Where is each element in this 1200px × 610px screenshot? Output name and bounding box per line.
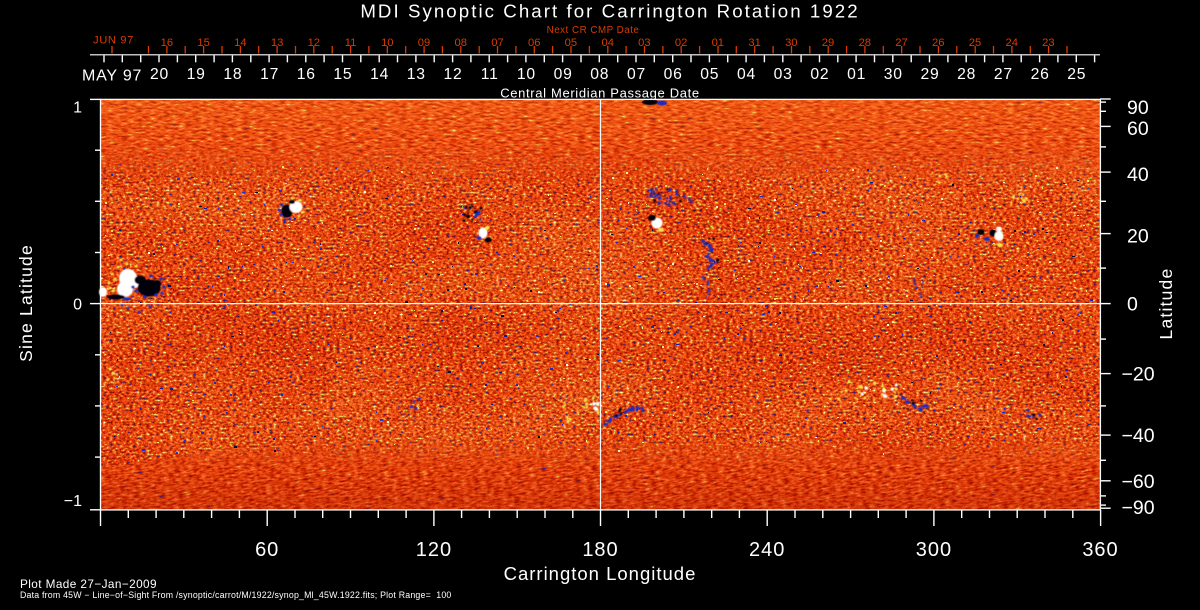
svg-text:23: 23 [1042,37,1054,49]
svg-text:30: 30 [785,37,797,49]
svg-text:40: 40 [1127,164,1149,186]
svg-text:1: 1 [73,100,82,117]
svg-text:02: 02 [675,37,687,49]
svg-text:17: 17 [260,66,279,83]
svg-text:Central Meridian Passage Date: Central Meridian Passage Date [500,86,700,101]
svg-text:04: 04 [737,66,756,83]
svg-text:240: 240 [749,539,785,561]
svg-text:04: 04 [601,37,613,49]
svg-text:−90: −90 [1122,497,1155,519]
svg-text:29: 29 [822,37,834,49]
svg-text:27: 27 [895,37,907,49]
svg-text:03: 03 [774,66,793,83]
svg-text:Plot Made 27−Jan−2009: Plot Made 27−Jan−2009 [20,577,157,591]
svg-text:Data from 45W − Line−of−Sight: Data from 45W − Line−of−Sight From /syno… [20,590,452,600]
svg-text:13: 13 [271,37,283,49]
svg-text:26: 26 [1031,66,1050,83]
svg-text:25: 25 [969,37,981,49]
svg-text:Carrington Longitude: Carrington Longitude [504,563,697,584]
svg-text:10: 10 [381,37,393,49]
svg-text:11: 11 [345,37,357,49]
svg-text:08: 08 [454,37,466,49]
svg-text:16: 16 [297,66,316,83]
svg-text:08: 08 [590,66,609,83]
svg-text:15: 15 [333,66,352,83]
svg-text:−20: −20 [1122,364,1155,386]
svg-text:60: 60 [255,539,279,561]
svg-text:20: 20 [1127,226,1149,248]
svg-text:18: 18 [223,66,242,83]
svg-text:13: 13 [407,66,426,83]
svg-text:Sine Latitude: Sine Latitude [16,244,36,362]
svg-text:12: 12 [308,37,320,49]
svg-text:360: 360 [1082,539,1118,561]
svg-text:300: 300 [916,539,952,561]
svg-text:26: 26 [932,37,944,49]
svg-text:10: 10 [517,66,536,83]
svg-text:12: 12 [443,66,462,83]
svg-text:0: 0 [1127,294,1138,316]
svg-text:16: 16 [161,37,173,49]
svg-text:06: 06 [528,37,540,49]
svg-text:07: 07 [491,37,503,49]
svg-text:19: 19 [187,66,206,83]
svg-text:14: 14 [234,37,246,49]
svg-text:60: 60 [1127,118,1149,140]
svg-text:120: 120 [416,539,452,561]
svg-text:24: 24 [1005,37,1017,49]
svg-text:MDI Synoptic Chart for Carring: MDI Synoptic Chart for Carrington Rotati… [360,1,859,22]
svg-text:JUN 97: JUN 97 [93,34,134,46]
svg-text:06: 06 [664,66,683,83]
svg-text:90: 90 [1127,97,1149,119]
svg-text:−60: −60 [1122,471,1155,493]
svg-text:28: 28 [859,37,871,49]
svg-text:180: 180 [582,539,618,561]
svg-text:02: 02 [810,66,829,83]
svg-text:29: 29 [920,66,939,83]
svg-text:Next CR CMP Date: Next CR CMP Date [547,25,640,36]
svg-text:14: 14 [370,66,389,83]
svg-text:11: 11 [481,66,499,83]
svg-text:09: 09 [554,66,573,83]
svg-text:03: 03 [638,37,650,49]
svg-text:01: 01 [847,66,866,83]
svg-text:27: 27 [994,66,1013,83]
svg-text:31: 31 [748,37,760,49]
svg-text:30: 30 [884,66,903,83]
svg-text:Latitude: Latitude [1156,268,1176,340]
svg-text:07: 07 [627,66,646,83]
svg-text:15: 15 [197,37,209,49]
svg-text:0: 0 [73,297,82,314]
svg-text:−40: −40 [1122,425,1155,447]
svg-text:MAY 97: MAY 97 [82,68,142,85]
svg-text:05: 05 [700,66,719,83]
svg-text:25: 25 [1067,66,1086,83]
svg-text:05: 05 [565,37,577,49]
svg-text:−1: −1 [64,493,82,510]
svg-text:01: 01 [712,37,724,49]
svg-text:09: 09 [418,37,430,49]
svg-text:20: 20 [150,66,169,83]
svg-text:28: 28 [957,66,976,83]
